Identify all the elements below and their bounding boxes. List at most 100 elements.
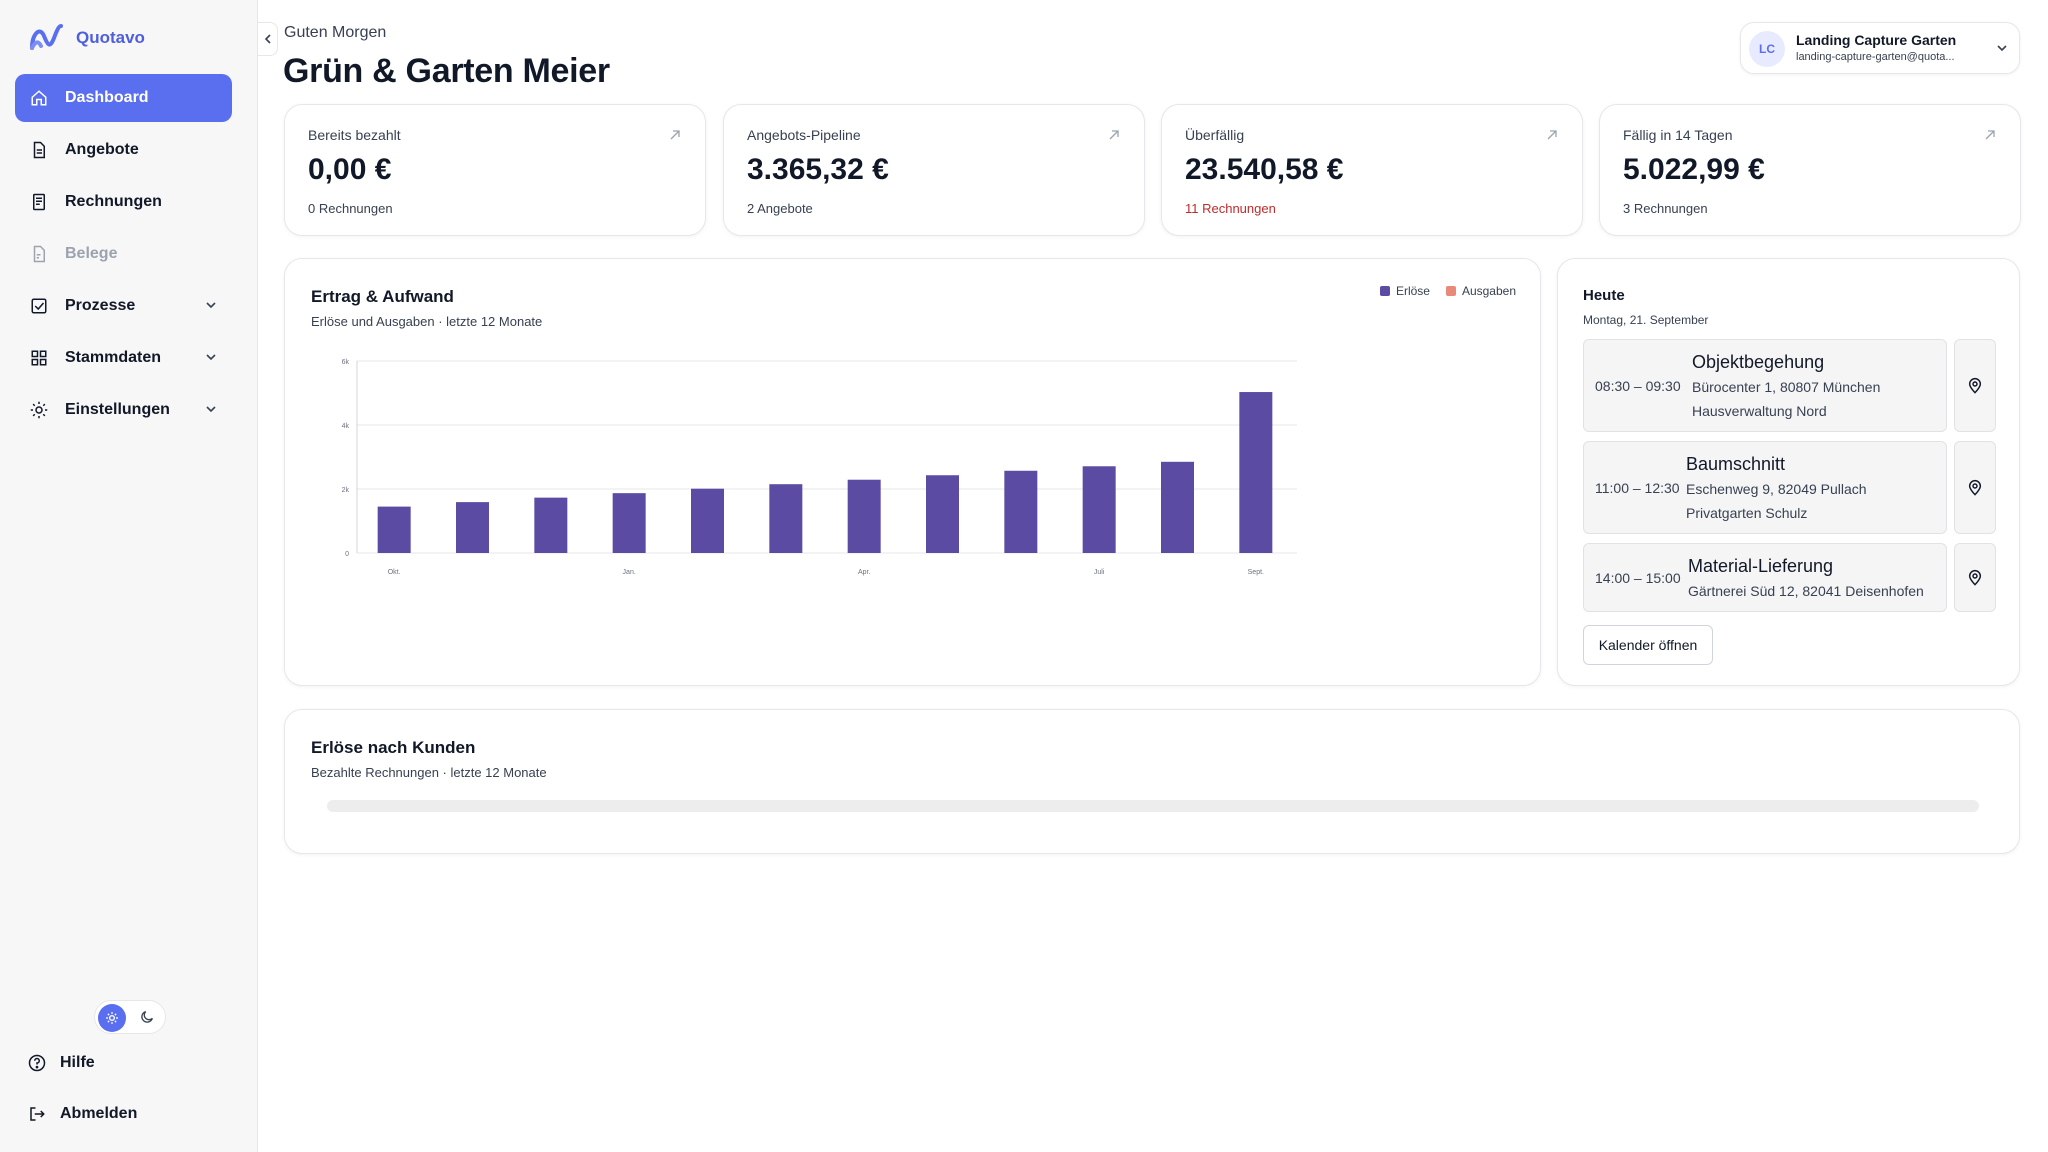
x-tick-label: Okt. [388, 569, 401, 576]
kpi-subtext: 11 Rechnungen [1185, 201, 1276, 216]
chart-bar[interactable] [612, 493, 646, 553]
chevron-down-icon [1997, 45, 2007, 52]
map-pin-button[interactable] [1954, 441, 1996, 534]
user-menu[interactable]: LC Landing Capture Garten landing-captur… [1740, 22, 2020, 74]
legend-item-revenue[interactable]: Erlöse [1379, 284, 1430, 298]
map-pin-button[interactable] [1954, 543, 1996, 612]
appointment-title: Material-Lieferung [1688, 556, 1834, 576]
chart-bar[interactable] [1161, 461, 1194, 553]
invoice-icon [29, 192, 49, 212]
y-tick-label: 6k [342, 359, 350, 366]
sidebar-nav: Dashboard Angebote Rechnungen Belege Pro… [15, 74, 232, 438]
x-tick-label: Juli [1094, 569, 1105, 576]
appointment-item[interactable]: 14:00 – 15:00 Material-Lieferung Gärtner… [1583, 543, 1947, 612]
legend-item-expenses[interactable]: Ausgaben [1445, 284, 1516, 298]
sidebar-item-label: Belege [65, 245, 118, 262]
sidebar-item-label: Dashboard [65, 89, 149, 106]
kpi-value: 5.022,99 € [1623, 153, 1765, 186]
sidebar-item-angebote[interactable]: Angebote [15, 126, 232, 174]
revenue-expense-card: Ertrag & Aufwand Erlöse und Ausgaben · l… [284, 258, 1541, 686]
appointment-title: Objektbegehung [1692, 352, 1825, 372]
legend-label: Ausgaben [1461, 284, 1516, 298]
kpi-value: 0,00 € [308, 153, 392, 186]
revenue-bar-chart: 0 2k 4k 6k Okt. Jan. Apr. Juli Sept. [342, 359, 1297, 576]
chevron-left-icon [264, 34, 271, 44]
appointment-item[interactable]: 08:30 – 09:30 Objektbegehung Bürocenter … [1583, 339, 1947, 432]
sun-icon[interactable] [98, 1004, 126, 1032]
kpi-label: Angebots-Pipeline [747, 127, 861, 143]
kpi-subtext: 2 Angebote [747, 201, 813, 216]
customer-card-subtitle: Bezahlte Rechnungen · letzte 12 Monate [311, 765, 547, 780]
avatar: LC [1749, 31, 1785, 67]
kpi-card-pipeline[interactable]: Angebots-Pipeline 3.365,32 € 2 Angebote [723, 104, 1145, 236]
chart-bar[interactable] [1004, 470, 1038, 553]
kpi-label: Bereits bezahlt [308, 127, 401, 143]
legend-swatch [1445, 286, 1456, 296]
home-icon [29, 88, 49, 108]
appointment-address: Eschenweg 9, 82049 Pullach [1686, 481, 1867, 497]
chart-bar[interactable] [377, 506, 411, 553]
user-email: landing-capture-garten@quota... [1796, 51, 1955, 63]
chevron-down-icon[interactable] [204, 402, 218, 416]
kpi-value: 3.365,32 € [747, 153, 889, 186]
arrow-up-right-icon[interactable] [669, 129, 681, 141]
kpi-card-paid[interactable]: Bereits bezahlt 0,00 € 0 Rechnungen [284, 104, 706, 236]
kpi-label: Fällig in 14 Tagen [1623, 127, 1733, 143]
map-pin-button[interactable] [1954, 339, 1996, 432]
appointment-client: Privatgarten Schulz [1686, 505, 1808, 521]
legend-label: Erlöse [1395, 284, 1430, 298]
chart-bar[interactable] [926, 475, 959, 553]
today-card: Heute Montag, 21. September 08:30 – 09:3… [1557, 258, 2020, 686]
map-pin-icon [1968, 569, 1982, 586]
receipt-icon [29, 244, 49, 264]
greeting-text: Guten Morgen [284, 24, 387, 41]
x-tick-label: Apr. [858, 569, 871, 576]
arrow-up-right-icon[interactable] [1108, 129, 1120, 141]
sidebar-item-einstellungen[interactable]: Einstellungen [15, 386, 232, 434]
sidebar-item-prozesse[interactable]: Prozesse [15, 282, 232, 330]
chart-bar[interactable] [769, 484, 803, 553]
sidebar-item-belege[interactable]: Belege [15, 230, 232, 278]
theme-toggle[interactable] [94, 1000, 166, 1034]
chevron-down-icon[interactable] [204, 298, 218, 312]
chart-bar[interactable] [691, 488, 724, 553]
appointment-time: 11:00 – 12:30 [1595, 480, 1680, 496]
chart-bar[interactable] [1239, 392, 1273, 553]
appointment-item[interactable]: 11:00 – 12:30 Baumschnitt Eschenweg 9, 8… [1583, 441, 1947, 534]
arrow-up-right-icon[interactable] [1546, 129, 1558, 141]
help-link[interactable]: Hilfe [28, 1054, 95, 1072]
kpi-card-overdue[interactable]: Überfällig 23.540,58 € 11 Rechnungen [1161, 104, 1583, 236]
chart-title: Ertrag & Aufwand [311, 287, 454, 306]
appointment-address: Bürocenter 1, 80807 München [1692, 379, 1881, 395]
settings-sun-icon [29, 400, 49, 420]
help-icon [28, 1054, 46, 1072]
appointment-time: 08:30 – 09:30 [1595, 378, 1681, 394]
appointment-client: Hausverwaltung Nord [1692, 403, 1827, 419]
sidebar-item-rechnungen[interactable]: Rechnungen [15, 178, 232, 226]
logout-icon [30, 1107, 45, 1121]
map-pin-icon [1968, 377, 1982, 394]
open-calendar-button[interactable]: Kalender öffnen [1583, 625, 1713, 665]
chart-bar[interactable] [847, 479, 881, 553]
sidebar-item-dashboard[interactable]: Dashboard [15, 74, 232, 122]
page-title: Grün & Garten Meier [283, 52, 610, 90]
moon-icon[interactable] [139, 1009, 155, 1025]
collapse-sidebar-button[interactable] [258, 22, 278, 56]
appointment-title: Baumschnitt [1686, 454, 1786, 474]
arrow-up-right-icon[interactable] [1984, 129, 1996, 141]
chart-bar[interactable] [534, 497, 568, 553]
y-tick-label: 2k [342, 487, 350, 494]
kpi-subtext: 0 Rechnungen [308, 201, 393, 216]
chevron-down-icon[interactable] [204, 350, 218, 364]
sidebar-item-stammdaten[interactable]: Stammdaten [15, 334, 232, 382]
logout-link[interactable]: Abmelden [28, 1105, 137, 1123]
appointment-address: Gärtnerei Süd 12, 82041 Deisenhofen [1688, 583, 1924, 599]
legend-swatch [1379, 286, 1390, 296]
chart-bar[interactable] [456, 502, 489, 553]
kpi-card-due-14-days[interactable]: Fällig in 14 Tagen 5.022,99 € 3 Rechnung… [1599, 104, 2021, 236]
chart-legend: Erlöse Ausgaben [1379, 284, 1516, 298]
app-logo[interactable]: Quotavo [28, 20, 145, 56]
document-icon [29, 140, 49, 160]
chart-bar[interactable] [1082, 466, 1116, 553]
sidebar: Quotavo Dashboard Angebote Rechnungen Be… [0, 0, 258, 1152]
